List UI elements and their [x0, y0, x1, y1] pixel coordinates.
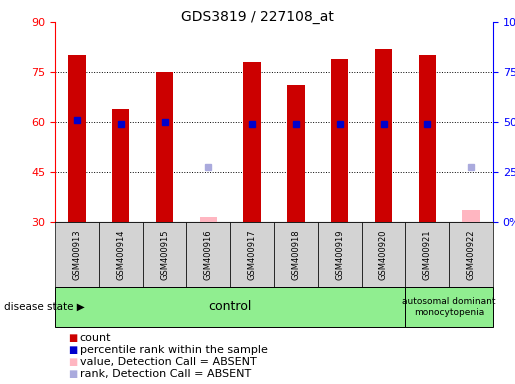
Bar: [462, 210, 480, 222]
Text: disease state ▶: disease state ▶: [4, 302, 85, 312]
Bar: [230, 222, 274, 287]
Bar: [375, 49, 392, 222]
Bar: [287, 85, 305, 222]
Text: GSM400915: GSM400915: [160, 229, 169, 280]
Text: GSM400916: GSM400916: [204, 229, 213, 280]
Text: value, Detection Call = ABSENT: value, Detection Call = ABSENT: [80, 357, 256, 367]
Bar: [331, 59, 349, 222]
Bar: [186, 222, 230, 287]
Text: GSM400921: GSM400921: [423, 229, 432, 280]
Text: GSM400918: GSM400918: [291, 229, 300, 280]
Bar: [199, 217, 217, 222]
Bar: [274, 222, 318, 287]
Text: GSM400922: GSM400922: [467, 229, 475, 280]
Bar: [112, 109, 129, 222]
Text: control: control: [209, 301, 252, 313]
Bar: [405, 287, 493, 327]
Bar: [156, 72, 173, 222]
Bar: [318, 222, 362, 287]
Text: ■: ■: [68, 357, 77, 367]
Text: percentile rank within the sample: percentile rank within the sample: [80, 345, 267, 355]
Bar: [99, 222, 143, 287]
Bar: [55, 222, 99, 287]
Bar: [143, 222, 186, 287]
Text: GSM400919: GSM400919: [335, 229, 344, 280]
Text: ■: ■: [68, 369, 77, 379]
Text: GDS3819 / 227108_at: GDS3819 / 227108_at: [181, 10, 334, 24]
Bar: [405, 222, 449, 287]
Text: GSM400914: GSM400914: [116, 229, 125, 280]
Bar: [419, 55, 436, 222]
Text: autosomal dominant
monocytopenia: autosomal dominant monocytopenia: [402, 297, 496, 317]
Text: GSM400917: GSM400917: [248, 229, 256, 280]
Text: rank, Detection Call = ABSENT: rank, Detection Call = ABSENT: [80, 369, 251, 379]
Text: ■: ■: [68, 333, 77, 343]
Text: GSM400913: GSM400913: [73, 229, 81, 280]
Text: count: count: [80, 333, 111, 343]
Text: GSM400920: GSM400920: [379, 229, 388, 280]
Bar: [244, 62, 261, 222]
Bar: [55, 287, 405, 327]
Bar: [362, 222, 405, 287]
Text: ■: ■: [68, 345, 77, 355]
Bar: [449, 222, 493, 287]
Bar: [68, 55, 85, 222]
